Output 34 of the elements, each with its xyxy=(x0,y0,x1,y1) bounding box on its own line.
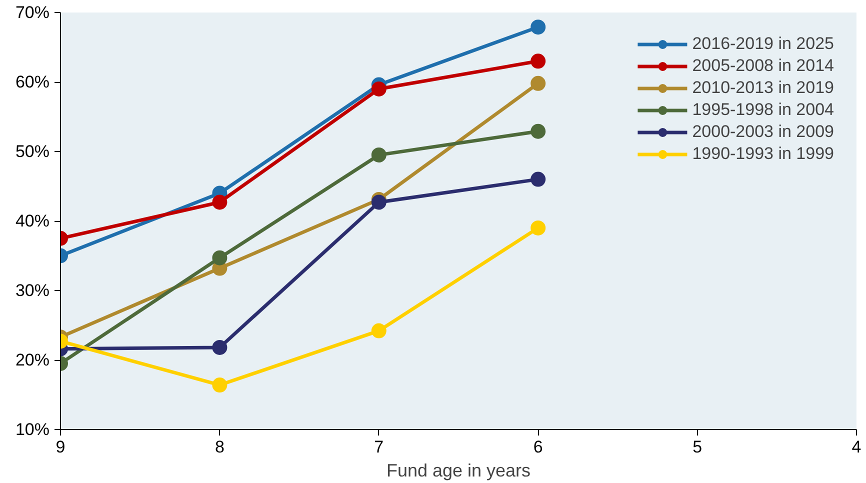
x-axis-title: Fund age in years xyxy=(386,460,531,480)
legend-label: 1990-1993 in 1999 xyxy=(692,144,834,164)
point xyxy=(371,147,386,162)
point xyxy=(530,172,546,187)
y-tick-label: 50% xyxy=(15,142,50,161)
point xyxy=(530,124,546,139)
y-tick-label: 20% xyxy=(15,350,50,370)
legend-label: 2010-2013 in 2019 xyxy=(692,78,834,98)
legend-label: 2000-2003 in 2009 xyxy=(692,122,834,142)
point xyxy=(212,340,228,355)
x-tick-label: 7 xyxy=(374,438,384,456)
point xyxy=(371,323,386,338)
point xyxy=(212,378,228,393)
x-tick-label: 9 xyxy=(56,438,66,456)
y-tick-label: 40% xyxy=(15,212,50,230)
point xyxy=(212,194,228,210)
x-tick-label: 5 xyxy=(692,438,702,456)
point xyxy=(371,81,386,96)
legend-label: 2005-2008 in 2014 xyxy=(692,56,834,76)
x-tick-label: 6 xyxy=(533,438,543,456)
y-tick-label: 60% xyxy=(15,72,50,92)
legend-label: 2016-2019 in 2025 xyxy=(692,34,834,54)
y-tick-label: 10% xyxy=(15,420,50,439)
point xyxy=(371,194,386,210)
point xyxy=(212,250,228,266)
point xyxy=(530,54,546,69)
y-tick-label: 70% xyxy=(15,3,50,22)
x-tick-label: 4 xyxy=(852,438,862,456)
y-tick-label: 30% xyxy=(15,281,50,300)
legend-label: 1995-1998 in 2004 xyxy=(692,100,834,120)
point xyxy=(530,20,546,35)
x-tick-label: 8 xyxy=(214,438,224,456)
point xyxy=(530,76,546,91)
point xyxy=(530,220,546,236)
